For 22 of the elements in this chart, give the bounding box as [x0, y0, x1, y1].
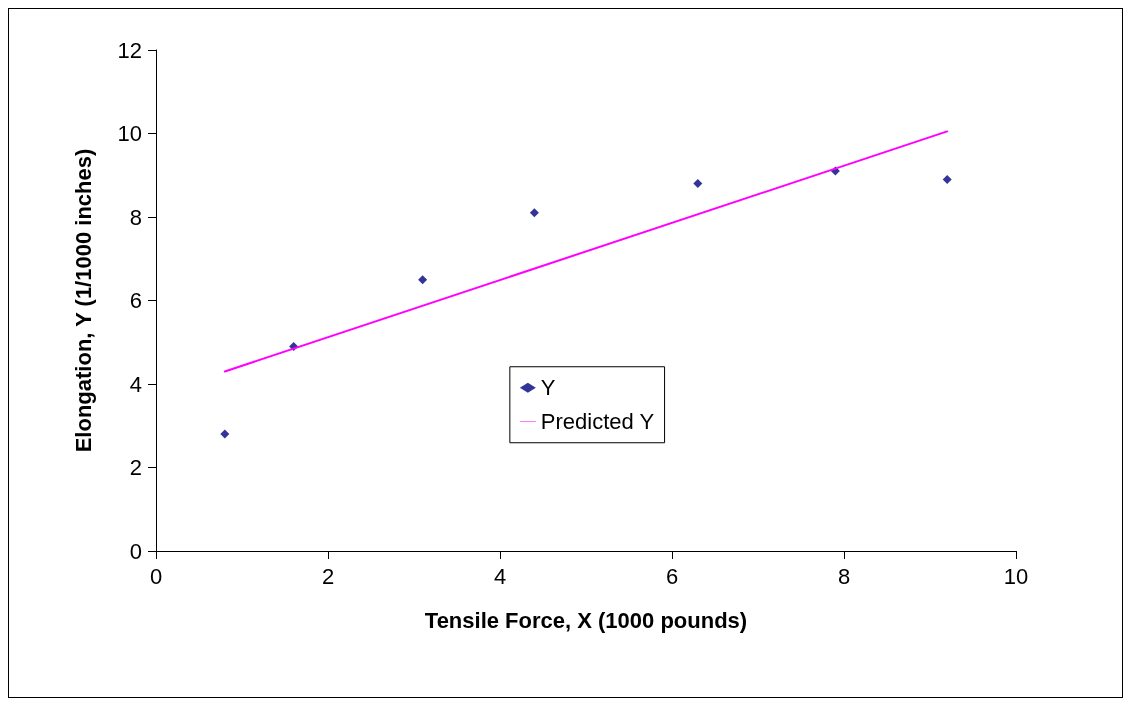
point: [693, 179, 703, 189]
point: [529, 208, 539, 218]
y-tick-label: 0: [129, 538, 142, 564]
x-tick-label: 6: [665, 563, 679, 589]
x-tick-label: 10: [1003, 563, 1029, 589]
x-axis-title: Tensile Force, X (1000 pounds): [424, 607, 748, 633]
x-tick-label: 0: [149, 563, 163, 589]
point: [220, 429, 230, 439]
x-tick-label: 8: [837, 563, 851, 589]
y-tick-label: 12: [117, 37, 142, 63]
legend-label: Predicted Y: [540, 409, 655, 435]
y-tick-label: 4: [129, 371, 142, 397]
point: [942, 174, 952, 184]
y-tick-label: 2: [129, 455, 142, 480]
legend-label: Y: [540, 375, 556, 401]
y-tick-label: 8: [129, 204, 142, 230]
x-tick-label: 4: [493, 563, 507, 589]
y-tick-label: 6: [129, 288, 142, 313]
x-tick-label: 2: [321, 563, 335, 589]
y-tick-label: 10: [117, 121, 142, 146]
point: [418, 275, 428, 285]
y-axis-title: Elongation, Y (1/1000 inches): [70, 148, 96, 453]
